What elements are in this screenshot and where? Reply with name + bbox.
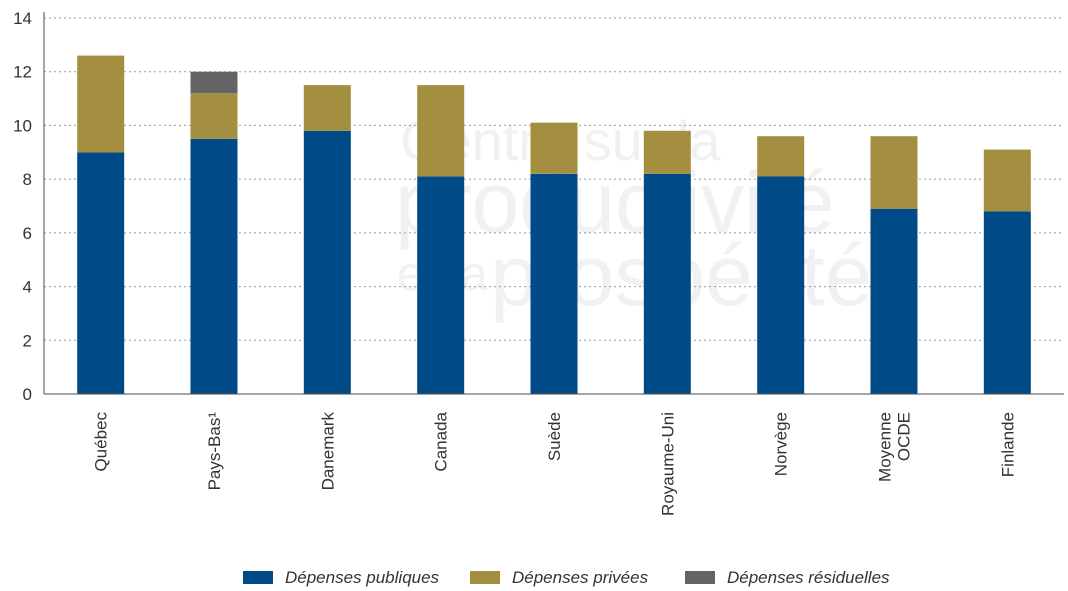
legend-swatch bbox=[243, 571, 273, 584]
bar-segment-privees bbox=[530, 122, 578, 174]
bar-segment-publiques bbox=[757, 176, 805, 394]
bar-segment-privees bbox=[870, 136, 918, 209]
bar-segment-publiques bbox=[983, 211, 1031, 394]
bar-segment-privees bbox=[190, 93, 238, 139]
y-tick-label: 12 bbox=[13, 63, 32, 82]
x-tick-label-text: Moyenne bbox=[876, 412, 895, 482]
x-tick-label-text: Canada bbox=[432, 411, 451, 471]
bar-segment-residuelles bbox=[190, 71, 238, 94]
legend: Dépenses publiques Dépenses privées Dépens… bbox=[243, 568, 890, 587]
bars bbox=[77, 55, 1031, 395]
y-tick-label: 8 bbox=[23, 170, 32, 189]
bar-segment-privees bbox=[303, 85, 351, 131]
x-tick-label: Norvège bbox=[772, 412, 791, 476]
bar-segment-privees bbox=[757, 136, 805, 177]
legend-label: Dépenses publiques bbox=[285, 568, 440, 587]
x-tick-label: Québec bbox=[92, 412, 111, 472]
x-tick-label-text: OCDE bbox=[895, 412, 914, 461]
bar-segment-publiques bbox=[870, 208, 918, 394]
bar-segment-privees bbox=[983, 149, 1031, 212]
x-tick-label: Finlande bbox=[998, 412, 1017, 477]
bar-segment-publiques bbox=[643, 173, 691, 394]
x-tick-label-text: Suède bbox=[545, 412, 564, 461]
x-tick-label-text: Pays-Bas¹ bbox=[205, 412, 224, 491]
x-tick-label: Suède bbox=[545, 412, 564, 461]
legend-label: Dépenses privées bbox=[512, 568, 649, 587]
bar-segment-publiques bbox=[530, 173, 578, 394]
legend-swatch bbox=[470, 571, 500, 584]
y-axis: 0 2 4 6 8 10 12 14 bbox=[13, 9, 45, 404]
bar-segment-publiques bbox=[417, 176, 465, 394]
y-tick-label: 6 bbox=[23, 224, 32, 243]
x-tick-label: Moyenne OCDE bbox=[876, 412, 914, 482]
y-tick-label: 0 bbox=[23, 385, 32, 404]
x-tick-label-text: Finlande bbox=[998, 412, 1017, 477]
x-tick-label-text: Québec bbox=[92, 412, 111, 472]
bar-segment-publiques bbox=[77, 152, 125, 394]
legend-label: Dépenses résiduelles bbox=[727, 568, 890, 587]
y-tick-label: 10 bbox=[13, 116, 32, 135]
bar-segment-privees bbox=[77, 55, 125, 153]
bar-segment-privees bbox=[643, 130, 691, 174]
bar-segment-publiques bbox=[190, 138, 238, 394]
y-tick-label: 4 bbox=[23, 278, 32, 297]
x-tick-label-text: Norvège bbox=[772, 412, 791, 476]
legend-swatch bbox=[685, 571, 715, 584]
y-tick-label: 14 bbox=[13, 9, 32, 28]
x-tick-label: Pays-Bas¹ bbox=[205, 412, 224, 491]
bar-segment-publiques bbox=[303, 130, 351, 395]
x-tick-label-text: Royaume-Uni bbox=[658, 412, 677, 516]
x-tick-label: Canada bbox=[432, 411, 451, 471]
bar-segment-privees bbox=[417, 85, 465, 177]
x-tick-label-text: Danemark bbox=[318, 412, 337, 491]
y-tick-label: 2 bbox=[23, 331, 32, 350]
x-tick-label: Danemark bbox=[318, 412, 337, 491]
x-tick-label: Royaume-Uni bbox=[658, 412, 677, 516]
x-axis: Québec Pays-Bas¹ Danemark Canada Suède Royaum… bbox=[44, 393, 1064, 516]
